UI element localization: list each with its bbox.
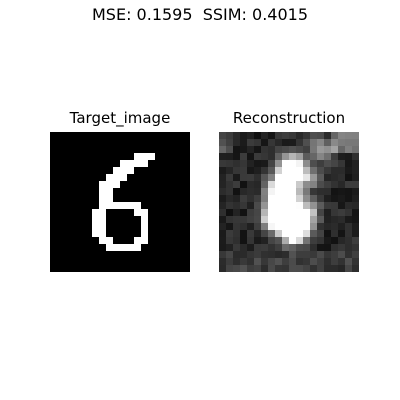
reconstruction-pixels — [219, 132, 359, 272]
metrics-title: MSE: 0.1595 SSIM: 0.4015 — [92, 5, 308, 24]
target-image-title: Target_image — [69, 109, 171, 127]
target-image-pixels — [50, 132, 190, 272]
reconstruction-title: Reconstruction — [232, 109, 346, 127]
reconstruction-image — [219, 132, 359, 272]
digit-six-glyph — [92, 153, 155, 251]
target-image — [50, 132, 190, 272]
